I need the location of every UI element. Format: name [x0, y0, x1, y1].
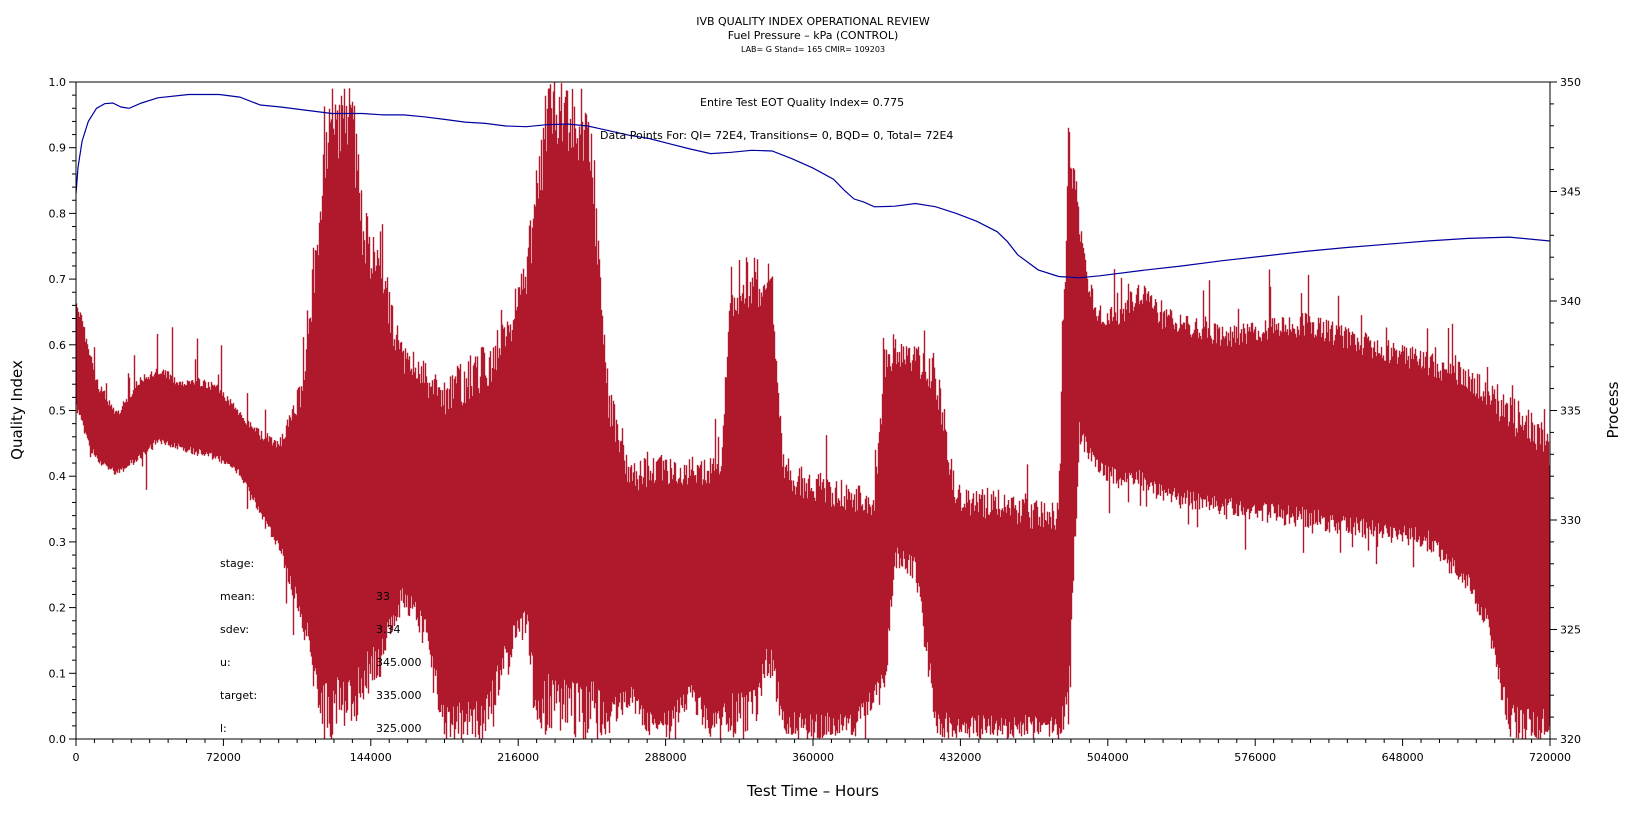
y-axis-left: 0.0 0.1 0.2 0.3 0.4 0.5 0.6 0.7 0.8 0.9 1.0: [49, 76, 76, 746]
y-left-tick-label: 0.0: [49, 733, 67, 746]
stat-value: 325.000: [376, 722, 422, 735]
stat-label: sdev:: [220, 623, 249, 636]
quality-index-annotation: Entire Test EOT Quality Index= 0.775: [700, 96, 904, 109]
x-tick-label: 576000: [1234, 751, 1276, 764]
y-left-tick-label: 0.7: [49, 273, 67, 286]
y-right-tick-label: 330: [1560, 514, 1581, 527]
process-series: [76, 93, 1550, 279]
stat-label: l:: [220, 722, 227, 735]
stat-label: target:: [220, 689, 257, 702]
x-tick-label: 144000: [350, 751, 392, 764]
x-tick-label: 0: [73, 751, 80, 764]
chart-subtitle-2: LAB= G Stand= 165 CMIR= 109203: [741, 45, 885, 54]
y-left-tick-label: 0.8: [49, 207, 67, 220]
y-axis-right-label: Process: [1604, 381, 1622, 438]
chart-title: IVB QUALITY INDEX OPERATIONAL REVIEW: [696, 15, 930, 28]
stats-block: stage: mean: 33 sdev: 3.34 u: 345.000 target: 33…: [220, 557, 422, 735]
x-tick-label: 72000: [206, 751, 241, 764]
data-points-annotation: Data Points For: QI= 72E4, Transitions= …: [600, 129, 953, 142]
y-left-tick-label: 0.9: [49, 142, 67, 155]
x-tick-label: 216000: [497, 751, 539, 764]
x-tick-label: 288000: [645, 751, 687, 764]
y-right-tick-label: 350: [1560, 76, 1581, 89]
y-left-tick-label: 0.3: [49, 536, 67, 549]
process-trace: [76, 93, 1550, 279]
y-right-tick-label: 345: [1560, 186, 1581, 199]
x-tick-label: 360000: [792, 751, 834, 764]
x-axis: 0 72000 144000 216000 288000 360000 432000 5040…: [73, 739, 1571, 764]
chart-subtitle: Fuel Pressure – kPa (CONTROL): [728, 29, 899, 42]
y-left-tick-label: 0.4: [49, 470, 67, 483]
y-right-tick-label: 340: [1560, 295, 1581, 308]
y-axis-left-label: Quality Index: [8, 360, 26, 460]
stat-value: 345.000: [376, 656, 422, 669]
quality-index-trace: [76, 82, 1550, 739]
y-axis-right: 320 325 330 335 340 345 350: [1550, 76, 1581, 746]
stat-label: stage:: [220, 557, 254, 570]
x-tick-label: 432000: [939, 751, 981, 764]
y-left-tick-label: 0.5: [49, 405, 67, 418]
x-tick-label: 720000: [1529, 751, 1571, 764]
y-left-tick-label: 0.2: [49, 602, 67, 615]
stat-label: mean:: [220, 590, 255, 603]
y-left-tick-label: 1.0: [49, 76, 67, 89]
y-left-tick-label: 0.6: [49, 339, 67, 352]
quality-index-series: [76, 82, 1550, 739]
stat-value: 335.000: [376, 689, 422, 702]
y-right-tick-label: 335: [1560, 405, 1581, 418]
x-tick-label: 648000: [1382, 751, 1424, 764]
y-right-tick-label: 325: [1560, 624, 1581, 637]
x-axis-label: Test Time – Hours: [746, 782, 879, 800]
stat-value: 3.34: [376, 623, 401, 636]
stat-value: 33: [376, 590, 390, 603]
y-right-tick-label: 320: [1560, 733, 1581, 746]
y-left-tick-label: 0.1: [49, 667, 67, 680]
stat-label: u:: [220, 656, 231, 669]
x-tick-label: 504000: [1087, 751, 1129, 764]
